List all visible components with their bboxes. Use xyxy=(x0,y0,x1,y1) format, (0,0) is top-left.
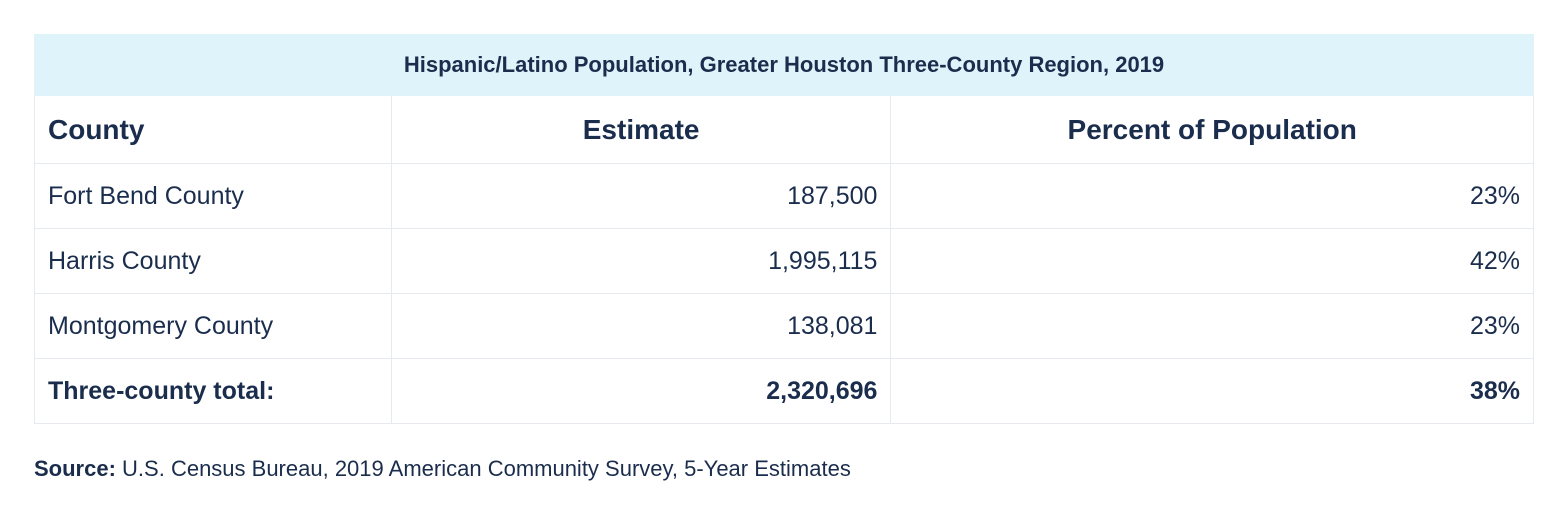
source-note: Source: U.S. Census Bureau, 2019 America… xyxy=(34,456,851,482)
cell: Montgomery County xyxy=(34,293,392,359)
total-cell: 2,320,696 xyxy=(390,358,892,424)
cell: 23% xyxy=(890,293,1534,359)
column-header: County xyxy=(34,95,392,164)
table-title: Hispanic/Latino Population, Greater Hous… xyxy=(34,34,1534,96)
column-header: Estimate xyxy=(390,95,892,164)
data-table: Hispanic/Latino Population, Greater Hous… xyxy=(34,34,1534,424)
column-header: Percent of Population xyxy=(890,95,1534,164)
source-text: U.S. Census Bureau, 2019 American Commun… xyxy=(122,456,851,481)
cell: Fort Bend County xyxy=(34,163,392,229)
source-label: Source: xyxy=(34,456,116,481)
cell: 1,995,115 xyxy=(390,228,892,294)
cell: Harris County xyxy=(34,228,392,294)
cell: 23% xyxy=(890,163,1534,229)
cell: 42% xyxy=(890,228,1534,294)
cell: 138,081 xyxy=(390,293,892,359)
total-cell: 38% xyxy=(890,358,1534,424)
cell: 187,500 xyxy=(390,163,892,229)
total-cell: Three-county total: xyxy=(34,358,392,424)
